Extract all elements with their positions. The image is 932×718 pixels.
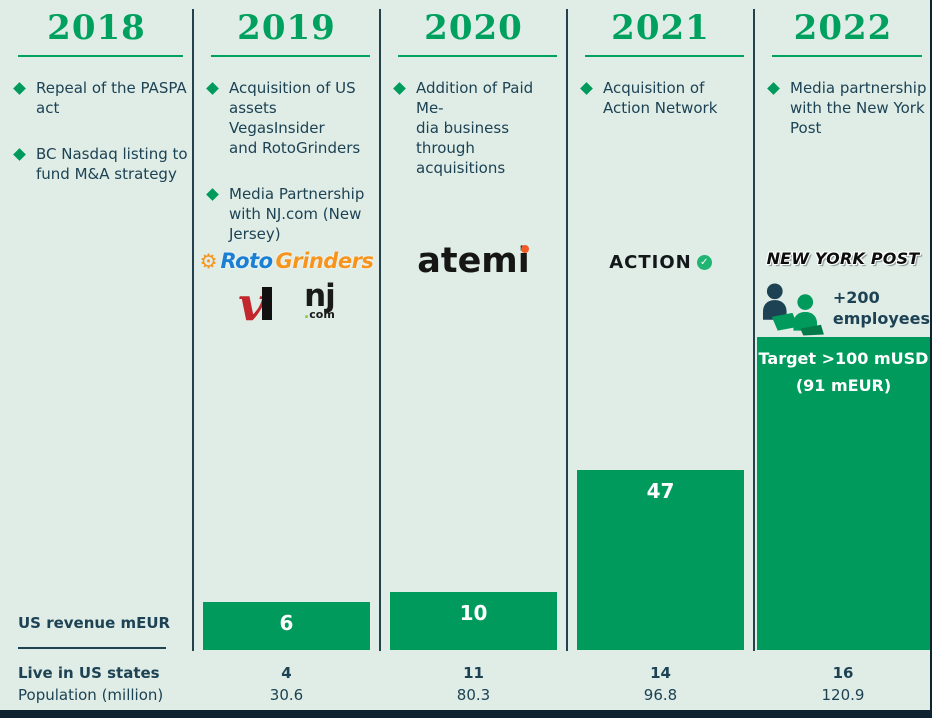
stats-2020: 11 80.3 [380,662,567,710]
milestones-2019: Acquisition of US assets VegasInsider an… [193,79,380,245]
column-2019: 2019 Acquisition of US assets VegasInsid… [193,0,381,651]
states-value-2022: 16 [832,664,854,682]
states-value-2021: 14 [650,664,671,682]
njcom-logo-suffix: .com [304,307,335,322]
milestone-item: BC Nasdaq listing to fund M&A strategy [13,144,189,185]
new-york-post-logo: NEW YORK POST [754,249,932,268]
diamond-bullet-icon [580,82,593,95]
year-underline [211,55,370,57]
milestones-2020: Addition of Paid Me- dia business throug… [380,79,567,179]
vegasinsider-logo: v [238,276,272,331]
milestone-text: BC Nasdaq listing to fund M&A strategy [36,144,188,183]
employees-callout: +200 employees [762,282,930,336]
employees-count-text: +200 employees [832,288,930,328]
njcom-dot-icon: . [303,306,310,323]
stats-2021: 14 96.8 [567,662,754,710]
slide-right-border [930,0,932,718]
revenue-bar-2022: Target >100 mUSD (91 mEUR) [757,337,930,650]
milestone-item: Repeal of the PASPA act [13,79,189,119]
revenue-axis-underline [18,647,166,649]
partner-logos-row: v nj .com [193,276,380,331]
atemi-logo: atemi [380,241,567,281]
column-2022: 2022 Media partnership with the New York… [754,0,932,651]
rotogrinders-logo-text: Roto [220,249,274,273]
diamond-bullet-icon [13,148,26,161]
milestone-text: Acquisition of Action Network [603,79,718,117]
population-value-2020: 80.3 [456,686,491,704]
action-network-logo: ACTION ✓ [567,252,754,273]
employees-icon [762,283,824,336]
milestone-text: Repeal of the PASPA act [36,79,187,117]
year-underline [18,55,183,57]
milestone-item: Acquisition of US assets VegasInsider an… [206,79,376,159]
diamond-bullet-icon [206,82,219,95]
rotogrinders-logo-text: Grinders [275,249,374,273]
revenue-axis-label: US revenue mEUR [18,614,171,632]
stats-row: Live in US states Population (million) 4… [0,651,932,710]
atemi-word: atemi [417,241,530,281]
revenue-value-2019: 6 [279,611,294,635]
year-header-2020: 2020 [424,8,523,48]
slide-bottom-border [0,710,932,718]
population-value-2019: 30.6 [269,686,304,704]
population-value-2022: 120.9 [821,686,865,704]
diamond-bullet-icon [206,187,219,201]
diamond-bullet-icon [767,82,780,95]
milestone-text: Media partnership with the New York Post [790,79,927,137]
milestones-2021: Acquisition of Action Network [567,79,754,119]
revenue-value-2020: 10 [459,601,488,625]
atemi-dot-icon [520,245,529,253]
stats-2019: 4 30.6 [193,662,380,710]
rotogrinders-logo: ⚙ Roto Grinders [193,249,380,273]
population-row-label: Population (million) [18,686,164,704]
milestone-text: Acquisition of US assets VegasInsider an… [229,79,361,157]
revenue-bar-2019: 6 [203,602,370,650]
milestones-2022: Media partnership with the New York Post [754,79,932,139]
milestone-text: Addition of Paid Me- dia business throug… [416,79,534,177]
timeline-columns: 2018 Repeal of the PASPA act BC Nasdaq l… [0,0,932,651]
year-underline [772,55,922,57]
year-header-2021: 2021 [611,8,710,48]
year-underline [398,55,557,57]
milestone-item: Addition of Paid Me- dia business throug… [393,79,563,179]
diamond-bullet-icon [393,82,406,95]
milestone-item: Acquisition of Action Network [580,79,750,119]
column-2018: 2018 Repeal of the PASPA act BC Nasdaq l… [0,0,194,651]
year-header-2018: 2018 [47,8,146,48]
revenue-bar-2020: 10 [390,592,557,650]
stats-labels: Live in US states Population (million) [0,662,193,710]
column-2021: 2021 Acquisition of Action Network ACTIO… [567,0,755,651]
nypost-logo-text: NEW YORK POST [766,249,920,268]
verified-check-icon: ✓ [696,255,712,270]
population-value-2021: 96.8 [643,686,678,704]
year-header-2019: 2019 [237,8,336,48]
states-value-2020: 11 [463,664,484,682]
njcom-logo: nj .com [304,278,336,323]
vegasinsider-v-mark: v [238,276,265,331]
njcom-logo-text: nj [304,278,336,314]
revenue-bar-2021: 47 [577,470,744,650]
milestone-item: Media Partnership with NJ.com (New Jerse… [206,184,376,245]
revenue-value-2021: 47 [646,479,675,503]
year-underline [585,55,744,57]
njcom-com-text: com [309,308,335,322]
diamond-bullet-icon [13,82,26,95]
revenue-target-2022: Target >100 mUSD (91 mEUR) [758,349,929,396]
atemi-logo-text: atemi [417,241,530,281]
column-2020: 2020 Addition of Paid Me- dia business t… [380,0,568,651]
milestone-text: Media Partnership with NJ.com (New Jerse… [229,184,365,243]
states-row-label: Live in US states [18,664,160,682]
action-logo-text: ACTION [609,252,692,273]
states-value-2019: 4 [281,664,292,682]
stats-2022: 16 120.9 [754,662,932,710]
milestone-item: Media partnership with the New York Post [767,79,928,139]
vegasinsider-bar-mark [261,287,272,321]
year-header-2022: 2022 [793,8,893,48]
gear-icon: ⚙ [199,249,218,273]
milestones-2018: Repeal of the PASPA act BC Nasdaq listin… [0,79,193,185]
